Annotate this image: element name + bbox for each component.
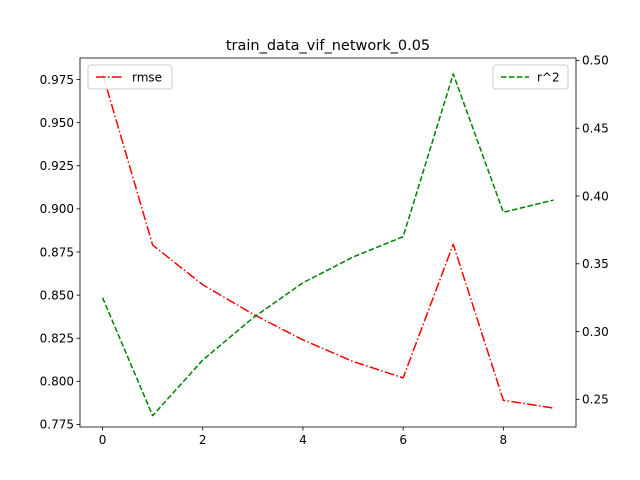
x-tick-label: 0 bbox=[99, 433, 107, 447]
y-right-tick-label: 0.40 bbox=[582, 189, 609, 203]
y-left-tick-label: 0.950 bbox=[40, 116, 74, 130]
y-left-tick-label: 0.800 bbox=[40, 375, 74, 389]
legend-box-rmse bbox=[87, 64, 173, 90]
y-left-tick-label: 0.825 bbox=[40, 331, 74, 345]
legend-label-rmse: rmse bbox=[132, 71, 162, 85]
series-line-r2 bbox=[101, 73, 554, 417]
y-right-tick-label: 0.35 bbox=[582, 257, 609, 271]
legend-label-r2: r^2 bbox=[537, 71, 560, 85]
axes-frame bbox=[79, 57, 577, 428]
y-right-tick-label: 0.25 bbox=[582, 393, 609, 407]
y-left-tick-label: 0.850 bbox=[40, 288, 74, 302]
chart-title: train_data_vif_network_0.05 bbox=[226, 38, 430, 54]
y-left-tick-label: 0.900 bbox=[40, 202, 74, 216]
y-left-tick-label: 0.975 bbox=[40, 73, 74, 87]
series-line-rmse bbox=[101, 73, 554, 409]
x-tick-label: 4 bbox=[299, 433, 307, 447]
y-left-tick-label: 0.925 bbox=[40, 159, 74, 173]
x-tick-label: 6 bbox=[399, 433, 407, 447]
x-tick-label: 2 bbox=[199, 433, 207, 447]
plot-area: 0 2 4 6 8 0.775 0.800 0.825 0.850 0.875 0.900 0.925… bbox=[40, 54, 609, 447]
x-tick-label: 8 bbox=[500, 433, 508, 447]
legend-box-r2 bbox=[492, 64, 569, 90]
y-left-tick-label: 0.875 bbox=[40, 245, 74, 259]
y-right-tick-label: 0.45 bbox=[582, 122, 609, 136]
y-right-tick-label: 0.30 bbox=[582, 325, 609, 339]
y-right-tick-label: 0.50 bbox=[582, 54, 609, 68]
y-left-tick-label: 0.775 bbox=[40, 418, 74, 432]
